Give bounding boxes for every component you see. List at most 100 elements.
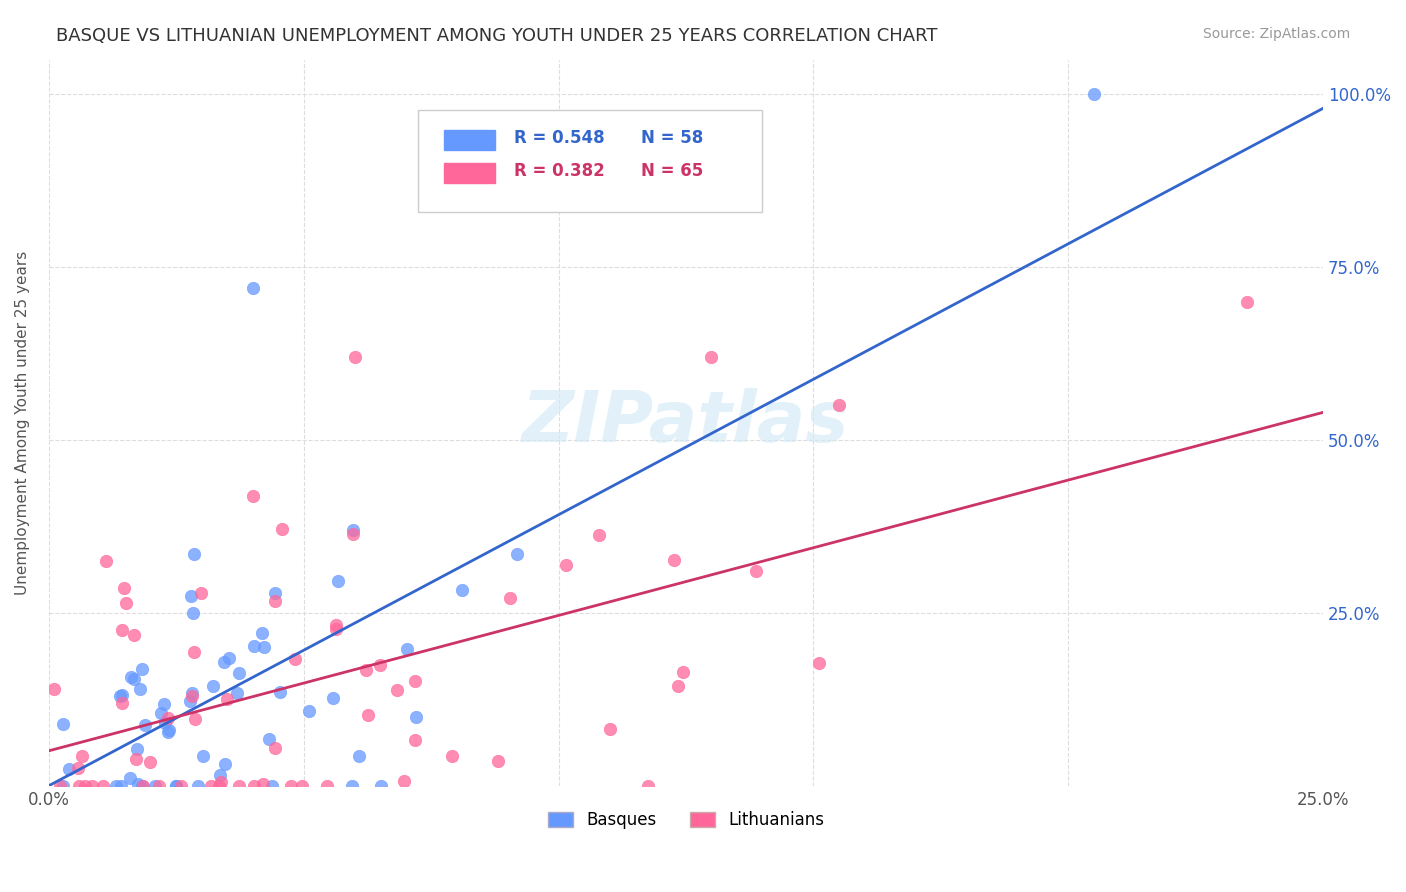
Lithuanians: [404, 674, 426, 689]
FancyBboxPatch shape: [419, 111, 762, 212]
Lithuanians: [242, 489, 264, 503]
Basques: [228, 666, 250, 681]
Lithuanians: [325, 618, 347, 632]
Basques: [340, 779, 363, 793]
Basques: [157, 723, 180, 737]
Lithuanians: [499, 591, 522, 605]
Basques: [298, 704, 321, 718]
Basques: [181, 686, 204, 700]
Lithuanians: [80, 779, 103, 793]
Text: R = 0.548: R = 0.548: [515, 129, 605, 147]
Legend: Basques, Lithuanians: Basques, Lithuanians: [541, 805, 831, 836]
Lithuanians: [208, 779, 231, 793]
Basques: [131, 779, 153, 793]
Lithuanians: [264, 741, 287, 756]
Lithuanians: [112, 581, 135, 595]
Text: N = 58: N = 58: [641, 129, 703, 147]
Basques: [58, 763, 80, 777]
Lithuanians: [342, 527, 364, 541]
Basques: [214, 756, 236, 771]
Basques: [127, 777, 149, 791]
Lithuanians: [555, 558, 578, 573]
Basques: [253, 640, 276, 655]
Basques: [370, 779, 392, 793]
Lithuanians: [70, 748, 93, 763]
Lithuanians: [228, 779, 250, 793]
FancyBboxPatch shape: [444, 162, 495, 183]
Basques: [122, 673, 145, 687]
Lithuanians: [190, 586, 212, 600]
Basques: [243, 639, 266, 653]
FancyBboxPatch shape: [444, 130, 495, 151]
Basques: [150, 706, 173, 720]
Lithuanians: [599, 723, 621, 737]
Lithuanians: [111, 696, 134, 710]
Lithuanians: [111, 624, 134, 638]
Basques: [128, 682, 150, 697]
Lithuanians: [67, 779, 90, 793]
Lithuanians: [291, 779, 314, 793]
Lithuanians: [1236, 294, 1258, 309]
Basques: [264, 586, 287, 600]
Lithuanians: [385, 683, 408, 698]
Lithuanians: [404, 733, 426, 747]
Basques: [153, 697, 176, 711]
Lithuanians: [440, 749, 463, 764]
Basques: [118, 771, 141, 785]
Basques: [269, 685, 291, 699]
Lithuanians: [139, 755, 162, 769]
Lithuanians: [131, 779, 153, 793]
Lithuanians: [671, 665, 693, 679]
Lithuanians: [394, 774, 416, 789]
Lithuanians: [368, 658, 391, 673]
Lithuanians: [700, 350, 723, 364]
Basques: [191, 749, 214, 764]
Basques: [181, 606, 204, 620]
Basques: [250, 626, 273, 640]
Lithuanians: [96, 554, 118, 568]
Basques: [226, 686, 249, 700]
Lithuanians: [280, 779, 302, 793]
Lithuanians: [66, 761, 89, 775]
Basques: [242, 281, 264, 295]
Basques: [52, 717, 75, 731]
Lithuanians: [744, 564, 766, 578]
Basques: [183, 547, 205, 561]
Lithuanians: [209, 774, 232, 789]
Basques: [155, 715, 177, 730]
Basques: [395, 641, 418, 656]
Basques: [111, 688, 134, 702]
Lithuanians: [170, 779, 193, 793]
Lithuanians: [183, 713, 205, 727]
Lithuanians: [343, 350, 366, 364]
Lithuanians: [200, 779, 222, 793]
Basques: [260, 779, 283, 793]
Lithuanians: [75, 779, 97, 793]
Basques: [328, 574, 350, 588]
Basques: [157, 725, 180, 739]
Basques: [108, 689, 131, 703]
Basques: [208, 768, 231, 782]
Lithuanians: [44, 682, 66, 697]
Basques: [52, 779, 75, 793]
Lithuanians: [666, 680, 689, 694]
Lithuanians: [315, 779, 337, 793]
Basques: [180, 589, 202, 603]
Lithuanians: [122, 628, 145, 642]
Basques: [120, 670, 142, 684]
Basques: [105, 779, 128, 793]
Basques: [134, 718, 156, 732]
Basques: [165, 779, 187, 793]
Basques: [347, 749, 370, 764]
Basques: [342, 523, 364, 537]
Lithuanians: [354, 663, 377, 677]
Basques: [179, 693, 201, 707]
Lithuanians: [215, 691, 238, 706]
Basques: [202, 679, 225, 693]
Lithuanians: [486, 754, 509, 768]
Lithuanians: [183, 644, 205, 658]
Lithuanians: [808, 656, 831, 670]
Basques: [1083, 87, 1105, 102]
Lithuanians: [263, 593, 285, 607]
Lithuanians: [125, 752, 148, 766]
